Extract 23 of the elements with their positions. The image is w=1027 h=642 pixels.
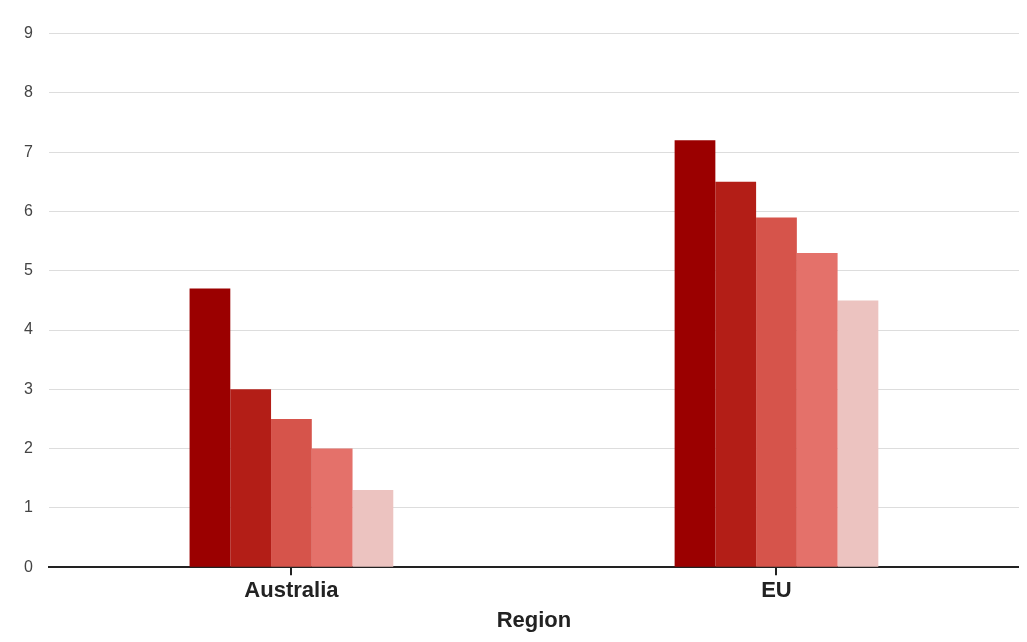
bar [756,217,797,567]
bar [311,448,353,567]
bar [271,418,312,567]
y-tick-label: 6 [23,201,33,219]
y-tick-label: 9 [23,24,33,42]
y-tick-label: 0 [23,557,33,575]
y-tick-label: 5 [23,261,33,279]
bar [796,252,838,567]
y-tick-label: 8 [23,83,33,101]
x-axis-title: Region [496,606,572,632]
bar [837,300,879,567]
y-tick-label: 1 [23,498,33,516]
y-tick-label: 7 [23,142,33,160]
bar [189,288,231,567]
bar [715,181,757,567]
y-tick-label: 3 [23,379,33,397]
x-tick-label: EU [761,577,792,603]
bar [352,490,394,567]
x-tick-label: Australia [244,577,340,603]
bar [674,140,716,567]
bar [230,389,272,567]
y-tick-label: 2 [23,439,33,457]
y-tick-label: 4 [23,320,33,338]
